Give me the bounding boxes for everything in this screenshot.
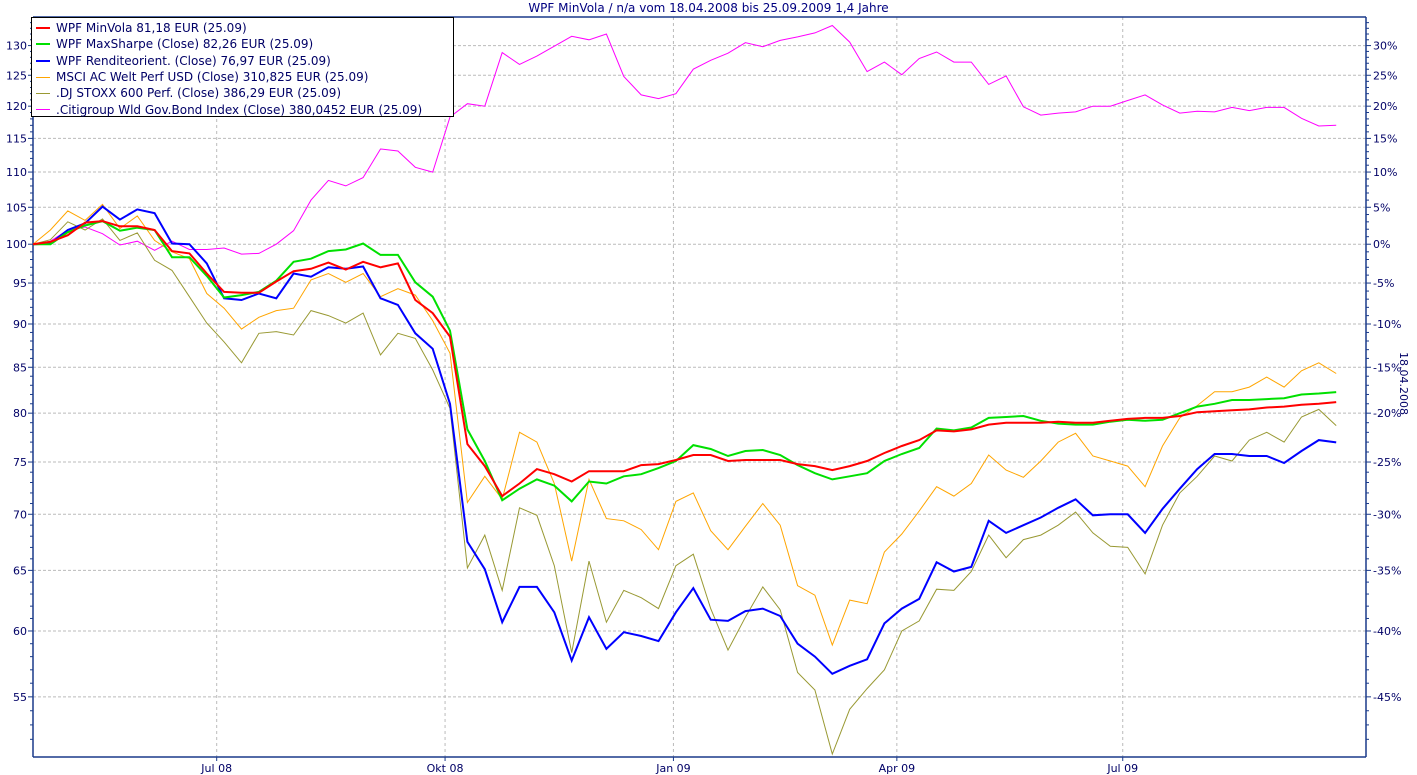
series-line [32, 220, 1337, 498]
series-line [32, 218, 1337, 756]
y-tick-label-right: 20% [1373, 100, 1397, 113]
y-tick-label-right: 5% [1373, 201, 1390, 214]
y-tick-label-left: 70 [13, 508, 27, 521]
series-1 [32, 220, 1337, 503]
y-tick-label-left: 75 [13, 456, 27, 469]
legend: WPF MinVola 81,18 EUR (25.09) WPF MaxSha… [31, 17, 454, 117]
y-tick-label-right: 15% [1373, 132, 1397, 145]
x-tick-label: Okt 08 [427, 762, 464, 775]
series-2 [32, 205, 1337, 675]
y-tick-label-right: -45% [1373, 691, 1401, 704]
x-tick-label: Apr 09 [879, 762, 916, 775]
legend-label: WPF MinVola 81,18 EUR (25.09) [56, 21, 247, 36]
legend-swatch [36, 59, 50, 62]
y-tick-label-right: -10% [1373, 318, 1401, 331]
legend-label: MSCI AC Welt Perf USD (Close) 310,825 EU… [56, 70, 369, 85]
chart-title: WPF MinVola / n/a vom 18.04.2008 bis 25.… [528, 1, 889, 15]
y-tick-label-right: -30% [1373, 508, 1401, 521]
y-tick-label-right: -5% [1373, 277, 1394, 290]
legend-swatch [36, 76, 50, 78]
y-tick-label-left: 130 [6, 40, 27, 53]
y-tick-label-left: 55 [13, 691, 27, 704]
y-tick-label-right: -15% [1373, 361, 1401, 374]
legend-swatch [36, 27, 50, 30]
y-tick-label-left: 65 [13, 564, 27, 577]
series-5 [32, 24, 1337, 255]
series-0 [32, 220, 1337, 498]
y-tick-label-left: 120 [6, 100, 27, 113]
y-tick-label-left: 125 [6, 69, 27, 82]
y-tick-label-right: 10% [1373, 166, 1397, 179]
legend-item: WPF Renditeorient. (Close) 76,97 EUR (25… [36, 53, 453, 69]
legend-label: WPF Renditeorient. (Close) 76,97 EUR (25… [56, 53, 331, 68]
start-date-label: 18.04.2008 [1397, 352, 1410, 415]
series-line [32, 24, 1337, 255]
y-tick-label-left: 115 [6, 132, 27, 145]
legend-item: MSCI AC Welt Perf USD (Close) 310,825 EU… [36, 69, 453, 85]
y-tick-label-right: -25% [1373, 456, 1401, 469]
legend-label: WPF MaxSharpe (Close) 82,26 EUR (25.09) [56, 37, 314, 52]
y-tick-label-left: 100 [6, 238, 27, 251]
legend-item: WPF MinVola 81,18 EUR (25.09) [36, 20, 453, 36]
y-tick-label-right: 0% [1373, 238, 1390, 251]
y-tick-label-left: 60 [13, 625, 27, 638]
y-tick-label-left: 95 [13, 277, 27, 290]
legend-item: .DJ STOXX 600 Perf. (Close) 386,29 EUR (… [36, 85, 453, 101]
series-line [32, 203, 1337, 647]
series-line [32, 205, 1337, 675]
y-tick-label-right: 25% [1373, 69, 1397, 82]
series-3 [32, 203, 1337, 647]
legend-swatch [36, 92, 50, 94]
legend-swatch [36, 109, 50, 111]
y-tick-label-left: 85 [13, 361, 27, 374]
y-tick-label-right: -40% [1373, 625, 1401, 638]
x-tick-label: Jul 08 [200, 762, 232, 775]
y-tick-label-left: 105 [6, 201, 27, 214]
legend-swatch [36, 43, 50, 46]
y-tick-label-left: 110 [6, 166, 27, 179]
legend-item: WPF MaxSharpe (Close) 82,26 EUR (25.09) [36, 36, 453, 52]
x-tick-label: Jul 09 [1106, 762, 1138, 775]
x-tick-label: Jan 09 [655, 762, 690, 775]
legend-label: .DJ STOXX 600 Perf. (Close) 386,29 EUR (… [56, 86, 342, 101]
y-tick-label-left: 90 [13, 318, 27, 331]
y-tick-label-right: -20% [1373, 407, 1401, 420]
legend-item: .Citigroup Wld Gov.Bond Index (Close) 38… [36, 101, 453, 117]
y-tick-label-right: 30% [1373, 40, 1397, 53]
legend-label: .Citigroup Wld Gov.Bond Index (Close) 38… [56, 102, 423, 117]
y-tick-label-right: -35% [1373, 564, 1401, 577]
y-tick-label-left: 80 [13, 407, 27, 420]
series-line [33, 220, 1337, 503]
